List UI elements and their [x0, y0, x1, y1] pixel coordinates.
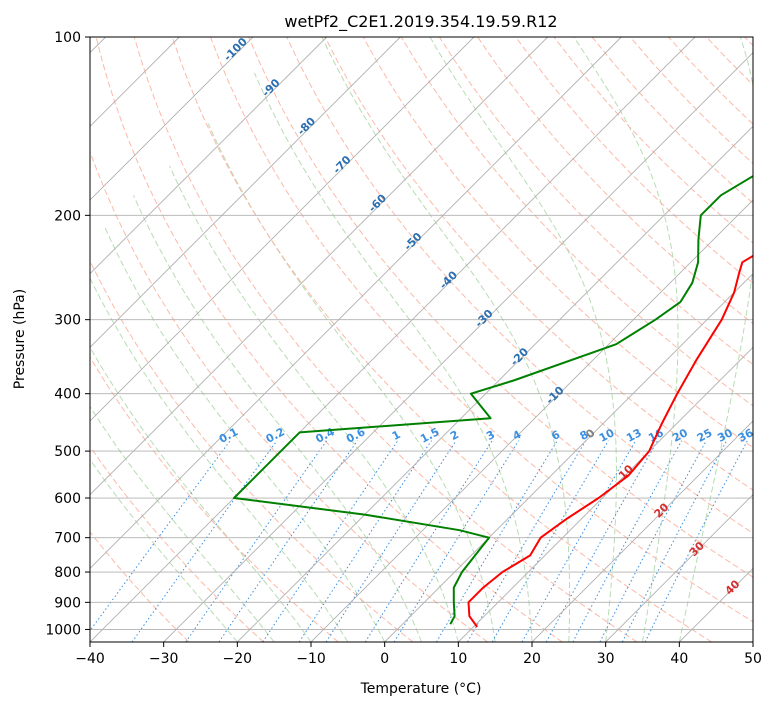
dry-adiabat-line	[438, 37, 753, 366]
mixing-ratio-label: 20	[670, 426, 690, 445]
mixing-ratio-line	[90, 440, 231, 632]
y-tick-label: 100	[54, 30, 81, 46]
mixing-ratio-label: 36	[736, 426, 756, 445]
dry-adiabat-line	[95, 37, 563, 642]
dry-adiabat-line	[515, 37, 753, 284]
x-tick-label: −20	[223, 651, 253, 667]
moist-adiabat-line	[90, 405, 275, 642]
mixing-ratio-label: 25	[695, 426, 715, 445]
mixing-ratio-lines	[90, 440, 748, 642]
x-tick-label: 10	[449, 651, 467, 667]
mixing-ratio-line	[131, 440, 278, 642]
chart-title: wetPf2_C2E1.2019.354.19.59.R12	[284, 12, 557, 32]
isotherm-line	[90, 37, 254, 201]
mixing-ratio-label: 30	[715, 426, 735, 445]
mixing-ratio-line	[298, 440, 432, 642]
y-tick-label: 900	[54, 595, 81, 611]
dry-adiabat-line	[133, 37, 638, 642]
y-tick-label: 300	[54, 313, 81, 329]
moist-adiabats	[90, 37, 753, 642]
dry-adiabat-line	[90, 150, 488, 642]
dry-adiabats	[90, 37, 753, 642]
mixing-ratio-line	[572, 440, 683, 642]
mixing-ratio-line	[325, 440, 457, 642]
dry-adiabat-line	[90, 356, 339, 642]
y-tick-label: 700	[54, 531, 81, 547]
axes: −40 −30 −20 −10 0 10 20 30 40 50 100 200 300 400 500 60…	[45, 30, 762, 667]
moist-adiabat-line	[321, 37, 571, 642]
moist-adiabat-line	[90, 458, 238, 642]
x-tick-label: 50	[744, 651, 762, 667]
moist-adiabat-line	[207, 123, 496, 642]
isotherm-line	[90, 37, 622, 569]
mixing-ratio-line	[185, 440, 328, 642]
mixing-ratio-line	[435, 440, 558, 642]
isotherm-line	[310, 199, 753, 642]
mixing-ratio-line	[521, 440, 637, 642]
dry-adiabat-line	[210, 37, 753, 623]
mixing-ratio-line	[364, 440, 493, 642]
mixing-ratio-label: 13	[624, 426, 644, 445]
moist-adiabat-line	[253, 72, 533, 642]
dewpoint-line	[233, 174, 753, 625]
x-axis-title: Temperature (°C)	[360, 681, 482, 697]
plot-frame	[89, 36, 754, 643]
moist-adiabat-line	[429, 37, 617, 642]
y-tick-label: 600	[54, 491, 81, 507]
isotherm-line	[531, 420, 753, 642]
x-tick-label: 40	[670, 651, 688, 667]
isotherm-line	[458, 346, 753, 642]
y-tick-label: 500	[54, 444, 81, 460]
moist-adiabat-line	[678, 37, 753, 642]
x-tick-label: 0	[380, 651, 389, 667]
moist-adiabat-line	[169, 165, 459, 642]
x-tick-label: −40	[75, 651, 105, 667]
x-tick-label: 20	[523, 651, 541, 667]
isotherm-line	[90, 37, 696, 642]
y-tick-label: 1000	[45, 622, 81, 638]
dry-adiabat-line	[90, 445, 264, 642]
y-tick-label: 800	[54, 565, 81, 581]
dry-adiabat-line	[90, 531, 190, 642]
isotherm-line	[605, 494, 753, 642]
moist-adiabat-line	[573, 37, 679, 642]
isotherm-line	[90, 37, 327, 275]
temperature-line	[467, 254, 753, 628]
mixing-ratio-line	[262, 440, 399, 642]
mixing-ratio-line	[644, 440, 748, 642]
mixing-ratio-line	[491, 440, 609, 642]
dry-adiabat-line	[400, 37, 753, 407]
series-lines	[233, 174, 753, 628]
isotherm-line	[237, 125, 753, 642]
isotherm-line	[90, 37, 475, 422]
y-axis-title: Pressure (hPa)	[12, 289, 28, 389]
dry-adiabat-line	[171, 37, 712, 642]
moist-adiabat-line	[132, 195, 422, 642]
mixing-ratio-line	[545, 440, 659, 642]
x-tick-label: −10	[296, 651, 326, 667]
x-tick-label: −30	[149, 651, 179, 667]
mixing-ratio-line	[467, 440, 587, 642]
isotherm-line	[90, 37, 548, 496]
dry-adiabat-line	[248, 37, 753, 578]
y-tick-label: 200	[54, 208, 81, 224]
pressure-gridlines	[90, 37, 753, 630]
isotherm-line	[90, 37, 401, 348]
mixing-ratio-label: 10	[597, 426, 617, 445]
y-tick-label: 400	[54, 387, 81, 403]
isotherm-line	[163, 52, 753, 642]
x-tick-label: 30	[597, 651, 615, 667]
